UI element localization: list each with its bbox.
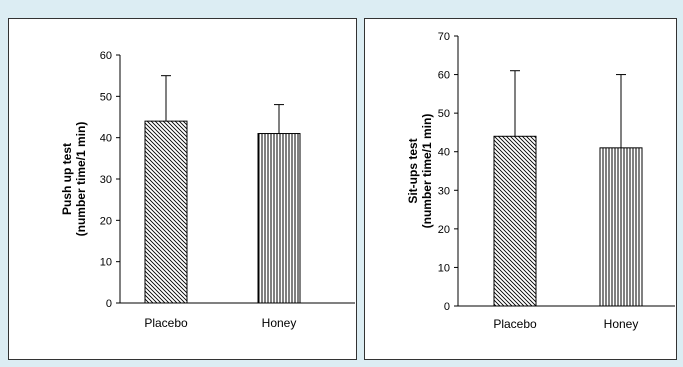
bar-placebo — [493, 135, 537, 307]
sit-ups-chart: 0 10 20 30 40 50 60 70 Placebo Honey Sit-ups test(… — [406, 31, 675, 331]
y-tick-label: 20 — [438, 224, 450, 236]
push-up-chart: 0 10 20 30 40 50 60 Placebo Honey Push up test (nu… — [60, 50, 355, 330]
y-tick-label: 0 — [106, 298, 112, 310]
y-tick-label: 0 — [444, 301, 450, 313]
x-category-label: Placebo — [144, 316, 188, 330]
y-axis-title-line: (number time/1 min) — [420, 114, 434, 229]
y-tick-label: 10 — [438, 262, 450, 274]
bar-honey — [257, 133, 301, 304]
y-tick-label: 40 — [438, 147, 450, 159]
y-tick-label: 50 — [438, 108, 450, 120]
y-tick-label: 20 — [100, 215, 112, 227]
y-tick-label: 40 — [100, 133, 112, 145]
bar-placebo — [144, 120, 188, 304]
y-axis-title-line: Push up test — [60, 143, 74, 215]
y-axis-title-line: (number time/1 min) — [74, 122, 88, 237]
y-axis-title-line: Sit-ups test — [406, 138, 420, 203]
x-category-label: Honey — [604, 317, 639, 331]
y-tick-label: 50 — [100, 91, 112, 103]
push-up-chart-panel: 0 10 20 30 40 50 60 Placebo Honey Push up test (nu… — [8, 18, 357, 360]
y-tick-label: 30 — [100, 174, 112, 186]
y-tick-label: 30 — [438, 185, 450, 197]
sit-ups-chart-panel: 0 10 20 30 40 50 60 70 Placebo Honey Sit-ups test(… — [364, 18, 677, 360]
y-tick-label: 70 — [438, 31, 450, 43]
bar-honey — [599, 147, 643, 307]
y-tick-label: 10 — [100, 257, 112, 269]
x-category-label: Honey — [262, 316, 297, 330]
y-tick-label: 60 — [100, 50, 112, 62]
x-category-label: Placebo — [493, 317, 537, 331]
y-tick-label: 60 — [438, 70, 450, 82]
